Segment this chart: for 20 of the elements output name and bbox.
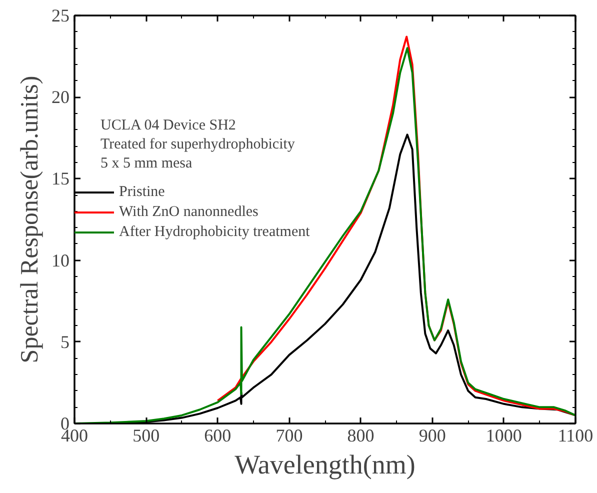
y-axis-title: Spectral Response(arb.units): [16, 76, 44, 364]
legend-label: Pristine: [119, 184, 165, 200]
annotation: UCLA 04 Device SH2: [100, 118, 236, 134]
x-tick-label: 600: [204, 426, 232, 446]
y-tick-label: 10: [52, 250, 70, 270]
y-tick-label: 5: [60, 332, 70, 352]
annotation: Treated for superhydrophobicity: [100, 136, 296, 152]
y-tick-label: 20: [52, 87, 70, 108]
x-tick-label: 800: [347, 426, 374, 446]
y-tick-label: 15: [52, 168, 70, 189]
x-axis-title: Wavelength(nm): [234, 450, 416, 480]
legend-label: After Hydrophobicity treatment: [119, 224, 310, 240]
annotation: 5 x 5 mm mesa: [100, 156, 192, 172]
x-tick-label: 1100: [558, 426, 594, 446]
x-tick-label: 1000: [486, 426, 522, 446]
x-tick-label: 900: [418, 426, 446, 446]
y-tick-label: 25: [52, 6, 70, 26]
x-tick-label: 500: [132, 426, 160, 446]
legend-label: With ZnO nanonnedles: [119, 204, 258, 220]
x-tick-label: 700: [276, 426, 303, 446]
